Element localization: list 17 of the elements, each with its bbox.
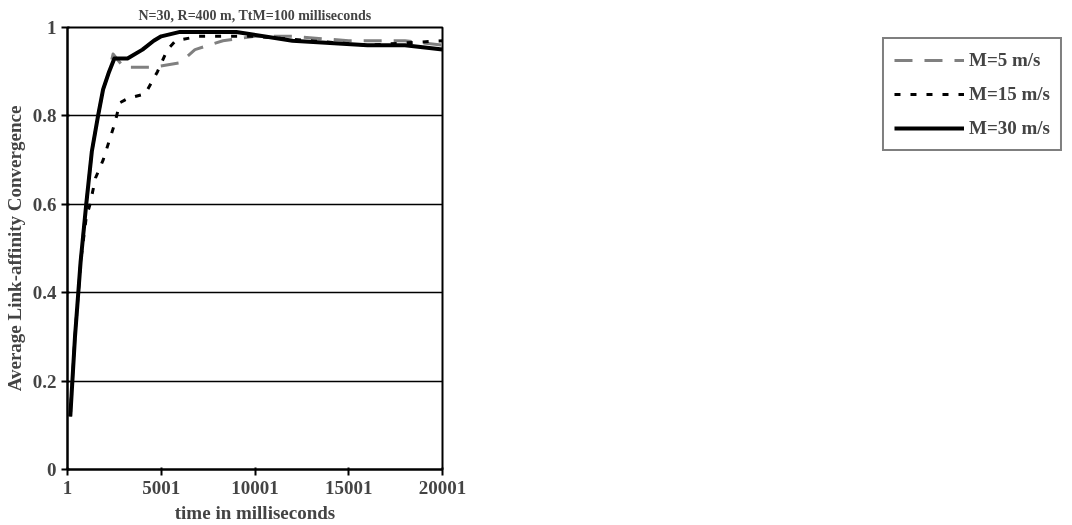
- y-tick-label: 0.2: [32, 370, 57, 392]
- x-tick-label: 5001: [142, 476, 181, 498]
- y-tick-label: 0.6: [32, 193, 57, 215]
- legend-label: M=30 m/s: [968, 117, 1050, 139]
- y-tick-label: 0.4: [32, 282, 57, 304]
- y-tick-label: 1: [47, 17, 57, 38]
- y-axis-title: Average Link-affinity Convergence: [3, 105, 25, 392]
- x-tick-label: 20001: [418, 476, 467, 498]
- x-axis-title: time in milliseconds: [174, 501, 336, 523]
- x-tick-label: 10001: [231, 476, 279, 498]
- legend-label: M=5 m/s: [968, 49, 1041, 71]
- y-tick-label: 0: [47, 459, 57, 480]
- x-tick-label: 15001: [325, 476, 373, 498]
- chart-title: N=30, R=400 m, TtM=100 milliseconds: [138, 7, 372, 23]
- x-tick-label: 1: [62, 476, 73, 498]
- legend-label: M=15 m/s: [968, 83, 1050, 105]
- y-tick-label: 0.8: [32, 105, 57, 127]
